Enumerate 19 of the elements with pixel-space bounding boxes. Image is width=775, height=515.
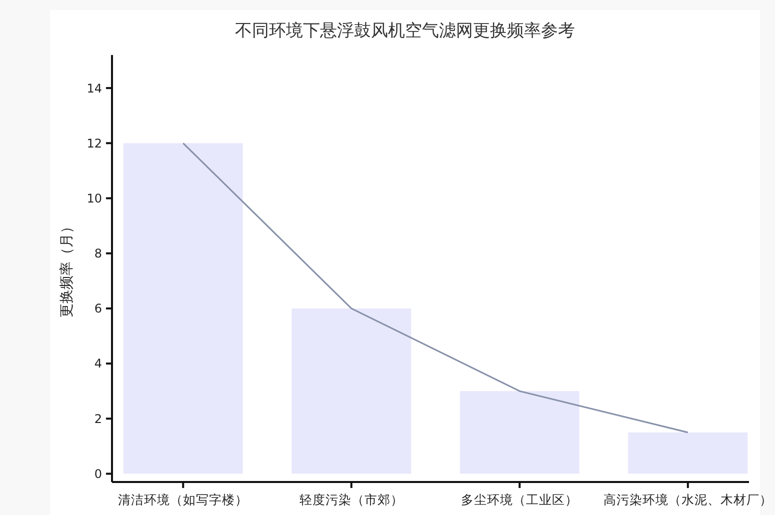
y-tick-label: 8 [94, 246, 102, 261]
y-axis-title: 更换频率（月） [59, 220, 75, 318]
x-tick-label: 清洁环境（如写字楼） [118, 492, 248, 507]
y-tick-label: 0 [94, 466, 102, 481]
y-tick-label: 10 [86, 191, 102, 206]
chart-title: 不同环境下悬浮鼓风机空气滤网更换频率参考 [235, 21, 575, 41]
line-series [182, 142, 689, 434]
x-tick-label: 轻度污染（市郊） [299, 492, 404, 507]
y-tick-label: 6 [94, 302, 102, 316]
bar [292, 308, 412, 474]
y-tick-label: 2 [94, 412, 102, 426]
y-tick-label: 12 [86, 136, 102, 150]
bar [123, 143, 243, 474]
x-tick-label: 高污染环境（水泥、木材厂） [603, 492, 772, 507]
y-tick-label: 4 [94, 356, 102, 371]
x-tick-label: 多尘环境（工业区） [461, 492, 578, 507]
bar [628, 432, 748, 474]
bar [460, 391, 580, 474]
y-tick-label: 14 [86, 81, 102, 96]
